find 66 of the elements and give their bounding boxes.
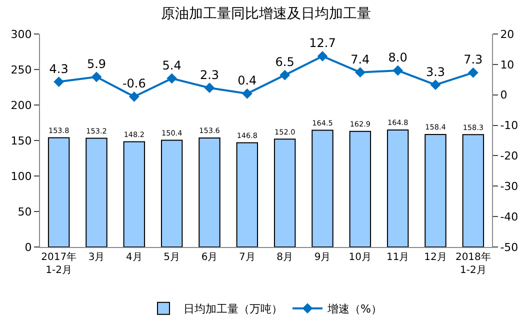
data-label: 4.3 (49, 62, 68, 76)
point (54, 76, 64, 87)
y2-tick-label: 10 (500, 58, 514, 72)
y2-tick-label: -30 (500, 180, 518, 193)
point (91, 72, 102, 82)
data-label: 12.7 (309, 36, 336, 50)
bar (462, 134, 484, 247)
y-tick-label: 0 (24, 240, 32, 254)
data-label: 7.3 (464, 52, 483, 67)
point (128, 91, 140, 102)
y2-tick-label: -50 (500, 240, 518, 254)
bar (48, 137, 70, 247)
point (204, 82, 215, 94)
data-label: 2.3 (200, 68, 220, 82)
x-tick-label: 5月 (164, 252, 180, 263)
y2-tick-label: 0 (500, 88, 508, 102)
x-tick-label: 2017年 1-2月 (41, 251, 77, 276)
y2-tick-label: -10 (500, 119, 518, 132)
y2-tick-label: 20 (500, 28, 514, 41)
x-tick-label: 9月 (314, 252, 331, 263)
x-tick-label: 3月 (88, 252, 105, 263)
data-label: -0.6 (122, 76, 146, 91)
point (317, 51, 328, 62)
data-label: 0.4 (238, 74, 257, 88)
legend-label: 日均加工量（万吨） (184, 302, 282, 316)
point (430, 80, 441, 90)
point (354, 67, 366, 78)
y2-tick-label: -40 (500, 210, 518, 224)
point (392, 65, 404, 76)
data-label: 5.9 (86, 56, 106, 71)
data-label: 5.4 (162, 58, 182, 72)
bar (349, 130, 372, 247)
point (280, 70, 290, 80)
x-tick-label: 7月 (238, 252, 256, 263)
y-tick-label: 50 (18, 205, 32, 218)
bar (312, 130, 334, 247)
x-tick-label: 4月 (126, 252, 142, 263)
bar (198, 137, 220, 247)
bar (86, 138, 108, 247)
y-tick-label: 250 (10, 63, 32, 76)
x-tick-label: 6月 (201, 252, 218, 263)
y-tick-label: 100 (10, 170, 32, 183)
point (166, 73, 178, 84)
bar (160, 140, 183, 247)
x-tick-label: 12月 (424, 252, 447, 263)
x-tick-label: 10月 (348, 252, 372, 263)
data-label: 8.0 (388, 50, 408, 65)
bar (386, 129, 409, 247)
bar (236, 142, 258, 247)
point (468, 67, 478, 78)
bar (123, 141, 146, 247)
data-label: 6.5 (275, 55, 294, 70)
data-label: 7.4 (350, 52, 370, 66)
point (242, 88, 252, 99)
bar (274, 138, 296, 247)
y-tick-label: 150 (10, 134, 32, 148)
legend-label: 增速（%） (326, 302, 382, 316)
x-tick-label: 2018年 1-2月 (455, 251, 491, 276)
y-tick-label: 200 (10, 98, 32, 112)
bar (424, 134, 446, 247)
x-tick-label: 8月 (276, 252, 294, 263)
chart-title: 原油加工量同比增速及日均加工量 (161, 6, 371, 22)
y-tick-label: 300 (10, 28, 32, 41)
data-label: 3.3 (426, 64, 446, 79)
x-tick-label: 11月 (386, 252, 410, 263)
y2-tick-label: -20 (500, 150, 518, 163)
